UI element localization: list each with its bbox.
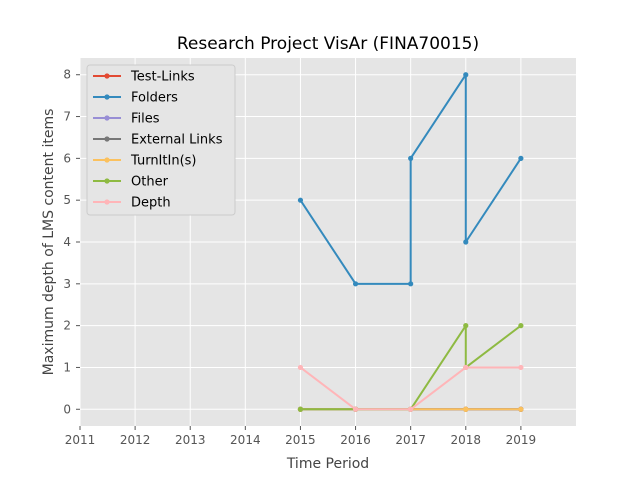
legend-marker xyxy=(104,157,110,163)
data-point xyxy=(518,406,524,412)
data-point xyxy=(463,239,469,245)
data-point xyxy=(297,197,304,203)
legend-label: Files xyxy=(131,112,160,127)
legend-item-files: Files xyxy=(93,112,160,127)
data-point xyxy=(463,323,469,329)
y-tick-label: 1 xyxy=(63,360,71,374)
x-tick-label: 2018 xyxy=(451,433,482,447)
y-tick-label: 8 xyxy=(63,68,71,82)
legend-label: Other xyxy=(131,175,169,190)
legend-marker xyxy=(104,73,110,79)
y-axis-label: Maximum depth of LMS content items xyxy=(41,109,57,376)
y-tick-labels: 0 1 2 3 4 5 6 7 8 xyxy=(63,68,80,416)
legend-item-other: Other xyxy=(93,175,169,190)
chart-title: Research Project VisAr (FINA70015) xyxy=(177,34,479,54)
legend-item-external-links: External Links xyxy=(93,133,223,148)
y-tick-label: 4 xyxy=(63,235,71,249)
legend-marker xyxy=(104,178,110,184)
y-tick-label: 2 xyxy=(63,319,71,333)
data-point xyxy=(463,364,469,371)
data-point xyxy=(352,281,359,287)
data-point xyxy=(518,155,524,161)
data-point xyxy=(463,406,469,412)
data-point xyxy=(408,155,414,161)
x-tick-label: 2016 xyxy=(340,433,371,447)
y-tick-label: 0 xyxy=(63,402,71,416)
x-tick-label: 2013 xyxy=(175,433,206,447)
data-point xyxy=(297,364,304,371)
x-tick-labels: 2011 2012 2013 2014 2015 2016 2017 2018 2019 xyxy=(65,426,536,447)
y-tick-label: 6 xyxy=(63,151,71,165)
series-line-other xyxy=(300,324,522,411)
x-axis-label: Time Period xyxy=(286,456,369,472)
x-tick-label: 2012 xyxy=(120,433,151,447)
series-layer xyxy=(297,72,524,412)
legend-item-folders: Folders xyxy=(93,91,178,106)
legend-item-test-links: Test-Links xyxy=(93,70,195,85)
x-tick-label: 2014 xyxy=(230,433,261,447)
legend: Test-Links Folders Files External Links Turn… xyxy=(86,64,236,216)
legend-label: Folders xyxy=(131,91,178,106)
y-tick-label: 3 xyxy=(63,277,71,291)
data-point xyxy=(297,406,304,412)
data-point xyxy=(352,406,359,412)
series-folders xyxy=(297,72,524,287)
y-tick-label: 7 xyxy=(63,110,71,124)
x-tick-label: 2015 xyxy=(285,433,316,447)
legend-item-depth: Depth xyxy=(93,196,171,211)
legend-item-turnitin-s: TurnItIn(s) xyxy=(93,154,196,169)
legend-box xyxy=(86,64,236,216)
legend-marker xyxy=(104,94,110,100)
legend-label: TurnItIn(s) xyxy=(130,154,196,169)
x-tick-label: 2011 xyxy=(65,433,96,447)
data-point xyxy=(518,323,524,329)
legend-label: Depth xyxy=(131,196,171,211)
data-point xyxy=(463,72,469,78)
y-tick-label: 5 xyxy=(63,193,71,207)
data-point xyxy=(408,406,414,412)
legend-label: Test-Links xyxy=(130,70,195,85)
legend-marker xyxy=(104,136,110,142)
series-depth xyxy=(297,364,524,412)
legend-label: External Links xyxy=(131,133,223,148)
x-tick-label: 2019 xyxy=(506,433,537,447)
x-tick-label: 2017 xyxy=(395,433,426,447)
legend-marker xyxy=(104,115,110,121)
data-point xyxy=(408,281,414,287)
data-point xyxy=(518,364,524,371)
legend-marker xyxy=(104,199,110,205)
